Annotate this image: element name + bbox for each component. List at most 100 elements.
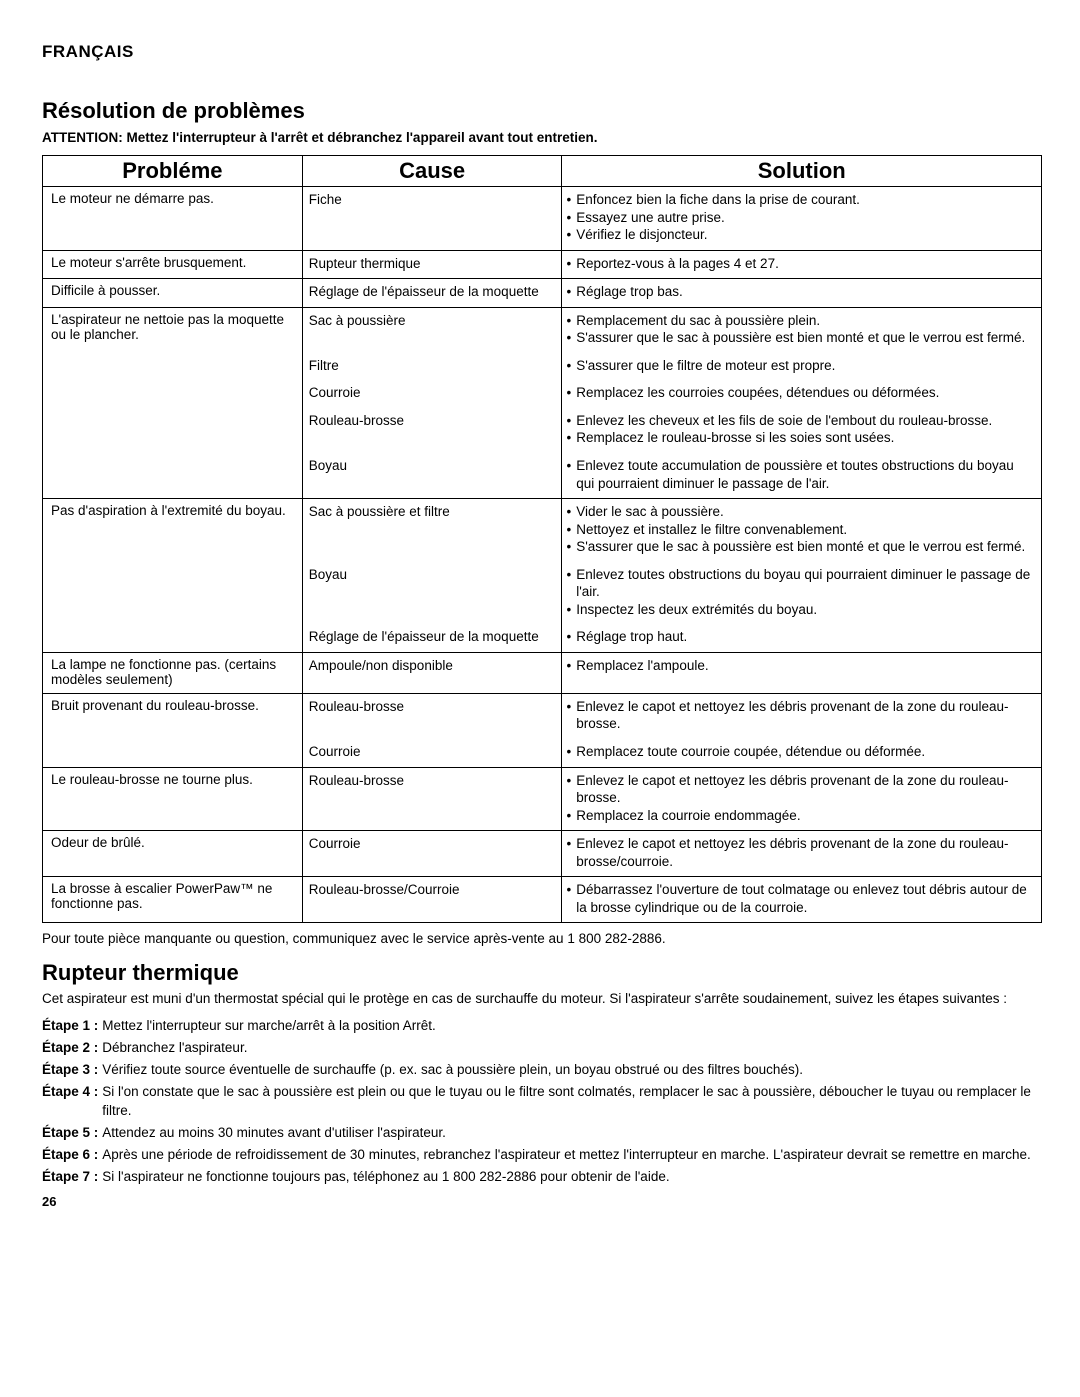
table-row: Boyau•Enlevez toutes obstructions du boy… <box>43 562 1042 625</box>
bullet-icon: • <box>566 807 571 825</box>
attention-text: ATTENTION: Mettez l'interrupteur à l'arr… <box>42 130 1042 145</box>
step-label: Étape 4 : <box>42 1083 98 1119</box>
solution-cell: •Réglage trop bas. <box>562 279 1042 308</box>
solution-cell: •Enlevez le capot et nettoyez les débris… <box>562 767 1042 831</box>
solution-text: Vérifiez le disjoncteur. <box>576 226 1035 244</box>
column-header-problem: Probléme <box>43 156 303 187</box>
solution-text: Réglage trop haut. <box>576 628 1035 646</box>
problem-cell: Le moteur ne démarre pas. <box>43 187 303 251</box>
solution-bullet: •Remplacement du sac à poussière plein. <box>566 312 1035 330</box>
solution-text: Inspectez les deux extrémités du boyau. <box>576 601 1035 619</box>
cause-cell: Rouleau-brosse <box>302 693 562 739</box>
step-text: Attendez au moins 30 minutes avant d'uti… <box>102 1124 446 1142</box>
solution-cell: •Reportez-vous à la pages 4 et 27. <box>562 250 1042 279</box>
table-row: Odeur de brûlé.Courroie•Enlevez le capot… <box>43 831 1042 877</box>
problem-cell <box>43 380 303 408</box>
bullet-icon: • <box>566 538 571 556</box>
bullet-icon: • <box>566 429 571 447</box>
step-line: Étape 3 :Vérifiez toute source éventuell… <box>42 1061 1042 1079</box>
table-row: Le moteur ne démarre pas.Fiche•Enfoncez … <box>43 187 1042 251</box>
table-row: Filtre•S'assurer que le filtre de moteur… <box>43 353 1042 381</box>
solution-text: Nettoyez et installez le filtre convenab… <box>576 521 1035 539</box>
step-label: Étape 7 : <box>42 1168 98 1186</box>
solution-cell: •Remplacement du sac à poussière plein.•… <box>562 307 1042 353</box>
solution-text: Remplacez la courroie endommagée. <box>576 807 1035 825</box>
step-text: Après une période de refroidissement de … <box>102 1146 1030 1164</box>
solution-bullet: • Débarrassez l'ouverture de tout colmata… <box>566 881 1035 916</box>
solution-cell: • Enlevez les cheveux et les fils de soie… <box>562 408 1042 453</box>
problem-cell: Le rouleau-brosse ne tourne plus. <box>43 767 303 831</box>
solution-bullet: •S'assurer que le sac à poussière est bi… <box>566 538 1035 556</box>
bullet-icon: • <box>566 881 571 899</box>
solution-text: Enfoncez bien la fiche dans la prise de … <box>576 191 1035 209</box>
cause-cell: Sac à poussière <box>302 307 562 353</box>
step-line: Étape 2 :Débranchez l'aspirateur. <box>42 1039 1042 1057</box>
language-label: FRANÇAIS <box>42 42 1042 62</box>
solution-bullet: • Enlevez toute accumulation de poussière… <box>566 457 1035 492</box>
solution-text: Enlevez toutes obstructions du boyau qui… <box>576 566 1035 601</box>
bullet-icon: • <box>566 329 571 347</box>
problem-cell: La lampe ne fonctionne pas. (certains mo… <box>43 652 303 693</box>
solution-text: Enlevez toute accumulation de poussière … <box>576 457 1035 492</box>
solution-cell: •Remplacez l'ampoule. <box>562 652 1042 693</box>
bullet-icon: • <box>566 457 571 475</box>
page-number: 26 <box>42 1194 1042 1209</box>
cause-cell: Filtre <box>302 353 562 381</box>
solution-bullet: •Enlevez les cheveux et les fils de soie… <box>566 412 1035 430</box>
solution-bullet: • Remplacez la courroie endommagée. <box>566 807 1035 825</box>
solution-text: S'assurer que le filtre de moteur est pr… <box>576 357 1035 375</box>
solution-text: Débarrassez l'ouverture de tout colmatag… <box>576 881 1035 916</box>
solution-bullet: • Vérifiez le disjoncteur. <box>566 226 1035 244</box>
cause-cell: Courroie <box>302 739 562 767</box>
table-row: Bruit provenant du rouleau-brosse.Roulea… <box>43 693 1042 739</box>
bullet-icon: • <box>566 698 571 716</box>
table-row: Rouleau-brosse• Enlevez les cheveux et le… <box>43 408 1042 453</box>
bullet-icon: • <box>566 503 571 521</box>
column-header-cause: Cause <box>302 156 562 187</box>
problem-cell <box>43 408 303 453</box>
cause-cell: Ampoule/non disponible <box>302 652 562 693</box>
cause-cell: Rouleau-brosse/Courroie <box>302 877 562 923</box>
bullet-icon: • <box>566 601 571 619</box>
solution-bullet: •Nettoyez et installez le filtre convena… <box>566 521 1035 539</box>
bullet-icon: • <box>566 226 571 244</box>
solution-bullet: •Remplacez le rouleau-brosse si les soie… <box>566 429 1035 447</box>
second-heading: Rupteur thermique <box>42 960 1042 986</box>
problem-cell <box>43 739 303 767</box>
step-label: Étape 3 : <box>42 1061 98 1079</box>
solution-text: Réglage trop bas. <box>576 283 1035 301</box>
table-row: Difficile à pousser.Réglage de l'épaisse… <box>43 279 1042 308</box>
step-line: Étape 5 :Attendez au moins 30 minutes av… <box>42 1124 1042 1142</box>
table-row: Courroie• Remplacez toute courroie coupée… <box>43 739 1042 767</box>
bullet-icon: • <box>566 384 571 402</box>
footer-note: Pour toute pièce manquante ou question, … <box>42 931 1042 946</box>
solution-cell: • Enfoncez bien la fiche dans la prise de… <box>562 187 1042 251</box>
column-header-solution: Solution <box>562 156 1042 187</box>
solution-cell: •S'assurer que le filtre de moteur est p… <box>562 353 1042 381</box>
bullet-icon: • <box>566 209 571 227</box>
cause-cell: Réglage de l'épaisseur de la moquette <box>302 624 562 652</box>
bullet-icon: • <box>566 743 571 761</box>
solution-text: Remplacement du sac à poussière plein. <box>576 312 1035 330</box>
solution-text: Enlevez le capot et nettoyez les débris … <box>576 698 1035 733</box>
problem-cell <box>43 624 303 652</box>
solution-text: Remplacez toute courroie coupée, détendu… <box>576 743 1035 761</box>
cause-cell: Rouleau-brosse <box>302 767 562 831</box>
bullet-icon: • <box>566 255 571 273</box>
solution-text: Enlevez les cheveux et les fils de soie … <box>576 412 1035 430</box>
solution-text: Vider le sac à poussière. <box>576 503 1035 521</box>
problem-cell <box>43 562 303 625</box>
solution-cell: • Enlevez toutes obstructions du boyau qu… <box>562 562 1042 625</box>
solution-bullet: •Enlevez toutes obstructions du boyau qu… <box>566 566 1035 601</box>
cause-cell: Rouleau-brosse <box>302 408 562 453</box>
bullet-icon: • <box>566 835 571 853</box>
table-row: Réglage de l'épaisseur de la moquette•Ré… <box>43 624 1042 652</box>
solution-bullet: • Remplacez toute courroie coupée, détend… <box>566 743 1035 761</box>
problem-cell: L'aspirateur ne nettoie pas la moquette … <box>43 307 303 353</box>
cause-cell: Boyau <box>302 453 562 499</box>
step-text: Si l'aspirateur ne fonctionne toujours p… <box>102 1168 669 1186</box>
solution-bullet: •Remplacez l'ampoule. <box>566 657 1035 675</box>
step-label: Étape 6 : <box>42 1146 98 1164</box>
step-text: Mettez l'interrupteur sur marche/arrêt à… <box>102 1017 435 1035</box>
problem-cell: Odeur de brûlé. <box>43 831 303 877</box>
